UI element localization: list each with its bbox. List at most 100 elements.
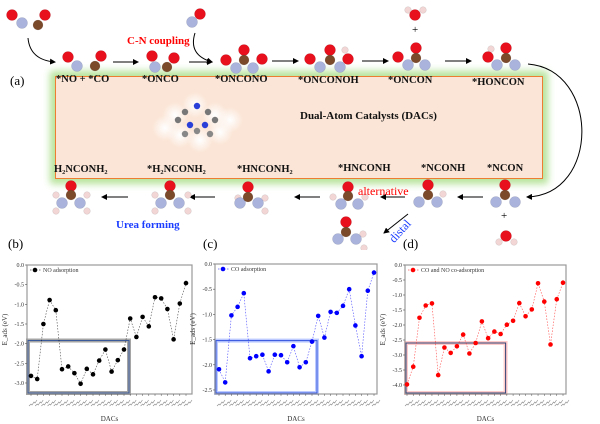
- x-tick-mark: [291, 399, 300, 407]
- panel-c-label: (c): [203, 236, 218, 251]
- x-tick-mark: [146, 399, 156, 407]
- atom-O: [409, 9, 421, 21]
- x-tick-mark: [158, 399, 168, 407]
- arrow-loop: [526, 63, 583, 200]
- atom-H: [341, 46, 349, 54]
- chart-2: 0.0 -0.5 -1.0 -1.5 -2.0 -2.5 -3.0 -3.5 -4.0 E_ads…: [379, 263, 570, 423]
- x-tick-mark: [328, 399, 337, 407]
- x-tick-mark: [65, 399, 75, 407]
- data-point: [554, 296, 560, 302]
- atom-C: [324, 54, 336, 66]
- data-point: [47, 297, 52, 303]
- step-label: *H₂NCONH₂: [147, 164, 206, 175]
- alternative-label: alternative: [358, 184, 409, 198]
- step-label: *NCON: [487, 163, 524, 174]
- data-point: [266, 369, 271, 374]
- atom-N: [155, 197, 167, 209]
- x-tick-mark: [115, 399, 125, 407]
- data-point: [541, 299, 547, 304]
- molecule-no-co-gas: [6, 9, 51, 31]
- x-axis-label: DACs: [287, 415, 305, 423]
- plot-frame: [26, 264, 193, 395]
- data-point: [272, 352, 278, 357]
- atom-H: [261, 207, 269, 215]
- molecule-honcon: [482, 42, 521, 71]
- atom-H: [487, 45, 495, 53]
- molecule-onconoh: [304, 44, 354, 73]
- data-point: [253, 353, 259, 359]
- atom-N: [402, 59, 414, 71]
- data-point: [417, 315, 422, 321]
- molecule-onconO: [220, 44, 268, 74]
- x-tick-mark: [442, 399, 451, 407]
- atom-C: [32, 19, 44, 31]
- x-tick-mark: [127, 399, 137, 407]
- molecule-hnconh2: [234, 181, 269, 215]
- catalyst-atom: [211, 116, 219, 124]
- data-point: [404, 382, 410, 387]
- step-label: *ONCON: [388, 75, 433, 86]
- atom-H: [329, 193, 337, 201]
- atom-H: [52, 207, 60, 215]
- data-point: [297, 364, 302, 370]
- atom-C: [342, 190, 354, 202]
- x-tick-mark: [134, 399, 143, 407]
- series-line: [406, 282, 564, 385]
- atom-C: [410, 52, 422, 64]
- data-point: [229, 313, 234, 318]
- data-point: [309, 339, 315, 344]
- x-tick-mark: [510, 399, 520, 407]
- atom-N: [252, 197, 264, 209]
- data-point: [473, 340, 478, 346]
- data-point: [498, 331, 503, 337]
- x-tick-mark: [303, 399, 313, 407]
- atom-H: [419, 6, 427, 14]
- data-point: [504, 322, 510, 328]
- molecule-hnconh: [329, 181, 369, 210]
- arrow-adsorb: [27, 37, 56, 65]
- data-point: [442, 345, 447, 350]
- atom-N: [247, 62, 259, 74]
- y-axis-label: E_ads (eV): [189, 312, 197, 344]
- y-tick-label: -2.0: [15, 342, 25, 348]
- atom-N: [186, 16, 198, 28]
- x-tick-mark: [72, 399, 81, 407]
- molecule-h2o-top: [404, 6, 427, 21]
- x-tick-mark: [454, 399, 464, 407]
- atom-H: [151, 207, 159, 215]
- x-tick-mark: [404, 399, 414, 407]
- atom-N: [234, 197, 246, 209]
- atom-C: [499, 189, 511, 201]
- x-tick-mark: [479, 399, 489, 407]
- x-tick-mark: [90, 399, 100, 407]
- x-tick-mark: [411, 399, 420, 407]
- atom-O: [62, 51, 74, 63]
- x-tick-mark: [216, 399, 226, 407]
- atom-H: [360, 244, 368, 250]
- data-point: [328, 309, 333, 315]
- x-tick-mark: [560, 399, 570, 407]
- data-point: [216, 367, 222, 372]
- atom-N: [74, 197, 86, 209]
- x-tick-mark: [448, 399, 457, 407]
- molecule-no-co-adsorbed: [62, 50, 107, 72]
- data-point: [340, 303, 346, 309]
- data-point: [177, 301, 183, 306]
- data-point: [529, 307, 535, 312]
- atom-C: [65, 189, 77, 201]
- atom-C: [340, 226, 352, 238]
- data-point: [535, 281, 541, 286]
- x-tick-mark: [284, 399, 294, 407]
- x-tick-mark: [235, 399, 244, 407]
- data-point: [222, 380, 228, 385]
- x-tick-mark: [523, 399, 532, 407]
- x-tick-mark: [78, 399, 87, 407]
- data-point: [429, 301, 435, 306]
- x-tick-mark: [59, 399, 69, 407]
- data-point: [96, 358, 102, 363]
- data-point: [435, 372, 441, 378]
- data-point: [423, 303, 429, 308]
- x-tick-mark: [165, 399, 174, 407]
